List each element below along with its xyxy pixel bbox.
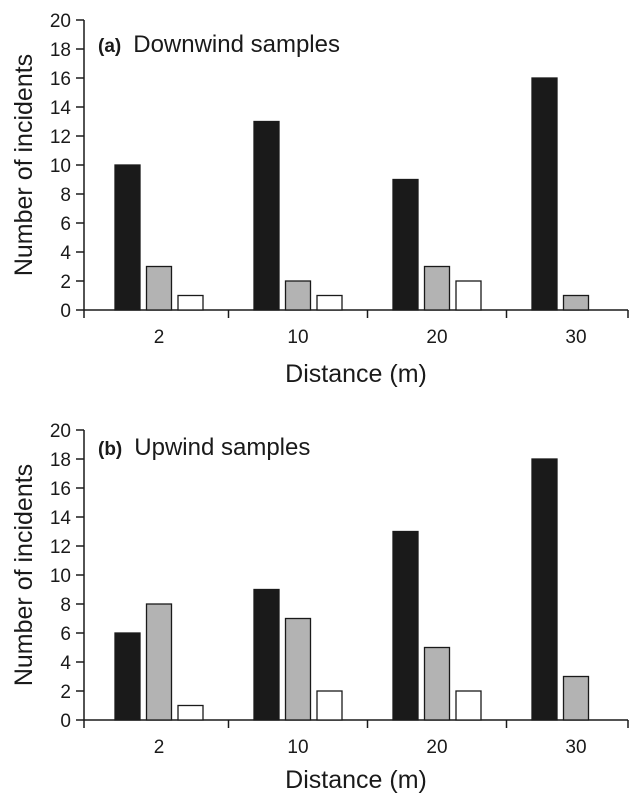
bar-gray-30m: [562, 675, 590, 721]
bar-gray-20m: [423, 646, 451, 721]
y-tick-label: 18: [50, 40, 71, 61]
y-axis-title: Number of incidents: [10, 54, 38, 276]
y-tick-label: 14: [50, 508, 72, 529]
bar-black-20m: [392, 178, 419, 311]
bar-black-20m: [392, 530, 419, 721]
y-tick-label: 16: [50, 479, 71, 500]
x-tick-label: 2: [154, 327, 165, 348]
y-tick-label: 2: [60, 272, 71, 293]
bar-black-10m: [253, 588, 280, 721]
panel-letter: (b): [98, 439, 122, 460]
x-axis-title: Distance (m): [285, 360, 427, 388]
x-tick-label: 10: [287, 737, 308, 758]
y-tick-label: 0: [60, 711, 71, 732]
y-tick-label: 10: [50, 566, 71, 587]
bar-white-2m: [177, 704, 204, 721]
panel-title: (a) Downwind samples: [98, 31, 340, 58]
y-tick-label: 6: [60, 214, 71, 235]
bar-gray-30m: [562, 294, 590, 311]
y-tick-label: 12: [50, 127, 71, 148]
y-tick-label: 12: [50, 537, 71, 558]
bar-black-10m: [253, 120, 280, 311]
panel-b: 0 2 4 6 8 10 12 14 16 18 20 2 10 20 30 (b) Upwind sample…: [10, 421, 629, 794]
bar-black-30m: [531, 77, 558, 311]
x-tick-label: 10: [287, 327, 308, 348]
bar-black-30m: [531, 458, 558, 721]
panel-name: Upwind samples: [134, 434, 310, 461]
y-tick-label: 0: [60, 301, 71, 322]
x-axis-title: Distance (m): [285, 766, 427, 794]
x-tick-label: 20: [426, 327, 447, 348]
y-tick-label: 10: [50, 156, 71, 177]
y-tick-label: 8: [60, 185, 71, 206]
x-tick-label: 2: [154, 737, 165, 758]
y-tick-label: 20: [50, 421, 71, 442]
x-tick-label: 30: [565, 737, 586, 758]
bar-black-2m: [114, 164, 141, 311]
bar-gray-2m: [145, 603, 173, 721]
panel-letter: (a): [98, 36, 121, 57]
bar-white-10m: [316, 294, 343, 311]
bar-gray-2m: [145, 265, 173, 311]
bar-white-20m: [455, 280, 482, 311]
bar-gray-10m: [284, 280, 312, 311]
y-tick-label: 4: [60, 653, 71, 674]
y-tick-label: 18: [50, 450, 71, 471]
y-tick-label: 20: [50, 11, 71, 32]
x-tick-label: 30: [565, 327, 586, 348]
x-tick-label: 20: [426, 737, 447, 758]
bar-gray-10m: [284, 617, 312, 721]
panel-a: 0 2 4 6 8 10 12 14 16 18 20 2 10 20 30 (a) Downwind samp…: [10, 11, 629, 388]
y-tick-label: 16: [50, 69, 71, 90]
bar-black-2m: [114, 632, 141, 721]
bar-white-2m: [177, 294, 204, 311]
y-tick-label: 8: [60, 595, 71, 616]
bar-white-10m: [316, 690, 343, 721]
y-tick-label: 4: [60, 243, 71, 264]
bar-white-20m: [455, 690, 482, 721]
y-tick-label: 2: [60, 682, 71, 703]
y-tick-label: 14: [50, 98, 72, 119]
y-tick-label: 6: [60, 624, 71, 645]
y-axis-title: Number of incidents: [10, 464, 38, 686]
bar-gray-20m: [423, 265, 451, 311]
panel-name: Downwind samples: [133, 31, 340, 58]
panel-title: (b) Upwind samples: [98, 434, 310, 461]
